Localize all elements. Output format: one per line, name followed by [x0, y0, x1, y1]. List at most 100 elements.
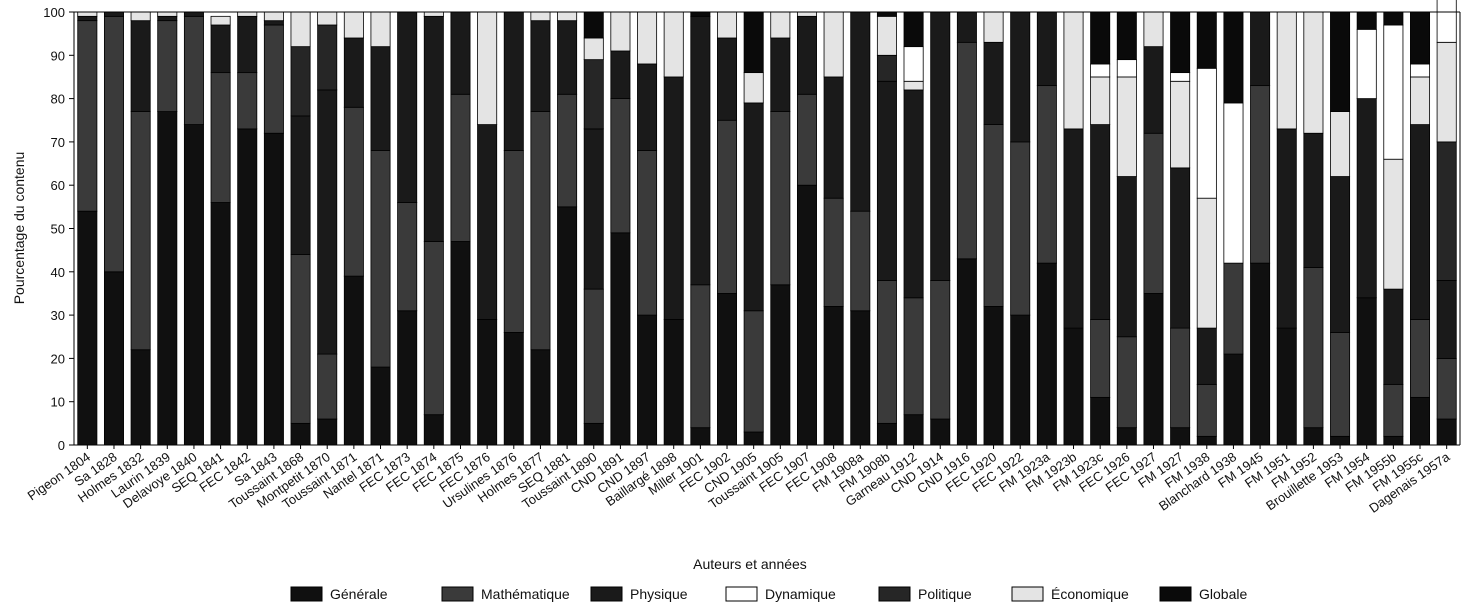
bar-segment-50-4	[1410, 76, 1431, 125]
bar-segment-46-2	[1303, 132, 1324, 268]
bar-segment-24-0	[717, 293, 738, 446]
bar-segment-45-0	[1276, 327, 1297, 446]
bar-segment-31-2	[903, 89, 924, 299]
bar-segment-41-0	[1170, 427, 1191, 446]
bar-segment-18-0	[557, 206, 578, 446]
bar-segment-19-4	[583, 37, 604, 61]
bar-segment-43-5	[1223, 102, 1244, 264]
bar-segment-26-4	[770, 11, 791, 39]
bar-segment-2-0	[130, 349, 151, 446]
bar-segment-41-1	[1170, 327, 1191, 429]
bar-segment-17-2	[530, 20, 551, 112]
legend-label: Dynamique	[765, 586, 836, 602]
bar-segment-1-2	[103, 11, 124, 17]
bar-segment-33-0	[956, 258, 977, 446]
bar-segment-48-2	[1356, 98, 1377, 299]
bar-segment-38-1	[1090, 319, 1111, 398]
bar-segment-9-4	[317, 11, 338, 26]
bar-segment-3-0	[157, 111, 178, 446]
bar-segment-3-1	[157, 20, 178, 112]
bar-segment-25-2	[743, 102, 764, 312]
bar-segment-28-0	[823, 306, 844, 446]
y-axis-title: Pourcentage du contenu	[11, 152, 27, 305]
bar-segment-20-4	[610, 11, 631, 52]
bar-segment-49-2	[1383, 288, 1404, 385]
bar-segment-28-1	[823, 197, 844, 307]
bar-segment-9-1	[317, 353, 338, 420]
bar-segment-15-0	[477, 319, 498, 446]
bar-segment-24-2	[717, 37, 738, 121]
bar-segment-13-2	[423, 15, 444, 242]
bar-segment-32-1	[930, 280, 951, 420]
bar-segment-49-5	[1383, 24, 1404, 160]
bar-segment-9-0	[317, 418, 338, 446]
bar-segment-37-2	[1063, 128, 1084, 329]
bar-segment-34-4	[983, 11, 1004, 43]
bar-segment-49-0	[1383, 435, 1404, 446]
x-axis-title: Auteurs et années	[693, 556, 807, 572]
legend: Générale Mathématique Physique Dynamique Pol…	[290, 586, 1247, 602]
bar-segment-30-3	[876, 54, 897, 82]
bar-segment-11-2	[370, 46, 391, 151]
y-tick-label: 70	[51, 135, 65, 150]
bar-segment-6-1	[237, 72, 258, 130]
bar-segment-27-4	[796, 11, 817, 17]
bar-segment-1-0	[103, 271, 124, 446]
bar-segment-14-0	[450, 241, 471, 446]
bar-segment-35-2	[1010, 11, 1031, 143]
bar-segment-41-4	[1170, 80, 1191, 169]
bar-segment-8-0	[290, 422, 311, 446]
bar-segment-16-2	[503, 11, 524, 151]
bar-segment-23-6	[690, 11, 711, 17]
bar-segment-45-2	[1276, 128, 1297, 329]
bar-segment-46-1	[1303, 267, 1324, 429]
bar-segment-36-2	[1036, 11, 1057, 87]
legend-label: Physique	[630, 586, 688, 602]
bar-segment-48-5	[1356, 28, 1377, 99]
bar-segment-12-0	[397, 310, 418, 446]
bar-segment-37-0	[1063, 327, 1084, 446]
bar-segment-8-2	[290, 115, 311, 255]
bar-segment-29-2	[850, 11, 871, 212]
bar-segment-7-1	[263, 24, 284, 134]
bar-segment-27-0	[796, 184, 817, 446]
bar-segment-50-1	[1410, 319, 1431, 398]
bar-segment-10-2	[343, 37, 364, 108]
bar-segment-34-0	[983, 306, 1004, 446]
bar-segment-2-4	[130, 11, 151, 22]
legend-label: Politique	[918, 586, 972, 602]
bar-segment-13-4	[423, 11, 444, 17]
bar-segment-13-1	[423, 241, 444, 416]
bar-segment-29-1	[850, 210, 871, 312]
bar-segment-44-0	[1250, 262, 1271, 446]
bar-segment-8-4	[290, 11, 311, 48]
bar-segment-43-1	[1223, 262, 1244, 355]
bar-segment-30-0	[876, 422, 897, 446]
y-axis: 0 10 20 30 40 50 60 70 80 90 100	[43, 5, 1461, 453]
bar-segment-9-2	[317, 89, 338, 355]
bar-segment-12-2	[397, 11, 418, 203]
bar-segment-21-4	[637, 11, 658, 65]
bar-segment-39-4	[1116, 76, 1137, 177]
bar-segment-17-0	[530, 349, 551, 446]
bar-segment-40-4	[1143, 11, 1164, 48]
bar-segment-4-2	[183, 11, 204, 17]
bar-segment-0-0	[77, 210, 98, 446]
bar-segment-38-0	[1090, 396, 1111, 446]
bar-segment-30-2	[876, 80, 897, 281]
y-tick-label: 50	[51, 222, 65, 237]
bar-segment-42-1	[1196, 383, 1217, 437]
bar-segment-11-1	[370, 150, 391, 368]
bar-segment-50-0	[1410, 396, 1431, 446]
bar-segment-29-0	[850, 310, 871, 446]
bar-segment-46-4	[1303, 11, 1324, 134]
bar-segment-39-6	[1116, 11, 1137, 61]
bar-segment-31-0	[903, 414, 924, 446]
bar-segment-18-2	[557, 20, 578, 95]
bar-segment-23-2	[690, 15, 711, 286]
bar-segment-20-2	[610, 50, 631, 100]
bar-segment-51-0	[1436, 418, 1457, 446]
bar-segment-38-2	[1090, 124, 1111, 320]
bar-segment-47-1	[1330, 332, 1351, 437]
